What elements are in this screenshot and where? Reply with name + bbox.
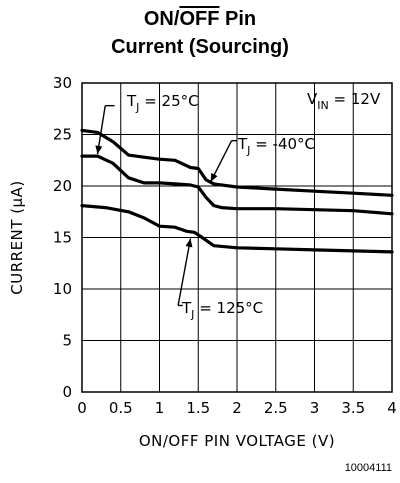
y-tick-label: 10 [53, 280, 72, 298]
x-tick-label: 3.5 [341, 399, 365, 417]
tjm40-label: TJ = -40°C [237, 135, 315, 157]
grid [81, 82, 393, 393]
title-prefix: ON/ [143, 8, 180, 30]
plot-frame [81, 82, 393, 393]
title-suffix: Pin [219, 8, 257, 30]
series-lines [80, 128, 394, 254]
y-tick-label: 15 [53, 229, 72, 247]
y-tick-label: 0 [62, 383, 72, 401]
x-tick-label: 4 [387, 399, 397, 417]
tj125-arrow-shaft [177, 238, 192, 306]
series-line [80, 204, 394, 254]
y-tick-label: 20 [53, 177, 72, 195]
x-tick-label: 1 [155, 399, 165, 417]
y-tick-label: 25 [53, 126, 72, 144]
chart-title-line1: ON/OFF Pin [0, 8, 400, 31]
series-line [80, 128, 394, 197]
annotations: VIN = 12V TJ = 25°C TJ = -40°C TJ = 125°C [95, 90, 381, 321]
y-axis-label: CURRENT (μA) [8, 180, 26, 294]
x-tick-label: 1.5 [186, 399, 210, 417]
tjm40-arrow-head [210, 172, 218, 182]
x-tick-label: 2.5 [264, 399, 288, 417]
tj125-arrow-head [185, 238, 193, 248]
x-tick-label: 3 [310, 399, 320, 417]
y-tick-label: 30 [53, 74, 72, 92]
x-tick-label: 0 [77, 399, 87, 417]
x-axis-label: ON/OFF PIN VOLTAGE (V) [139, 432, 335, 450]
tick-labels: 0 0.5 1 1.5 2 2.5 3 3.5 4 0 5 10 15 20 25 30 [53, 74, 397, 417]
title-overline-off: OFF [179, 8, 220, 30]
x-tick-label: 0.5 [109, 399, 133, 417]
y-tick-label: 5 [62, 332, 72, 350]
tj125-label: TJ = 125°C [181, 299, 263, 321]
tj25-label: TJ = 25°C [126, 92, 199, 114]
tj25-arrow-head [95, 145, 103, 155]
figure-id: 10004111 [344, 462, 392, 474]
series-line [80, 154, 394, 216]
x-tick-label: 2 [232, 399, 242, 417]
vin-label: VIN = 12V [307, 90, 381, 112]
chart-title-line2: Current (Sourcing) [111, 36, 289, 58]
